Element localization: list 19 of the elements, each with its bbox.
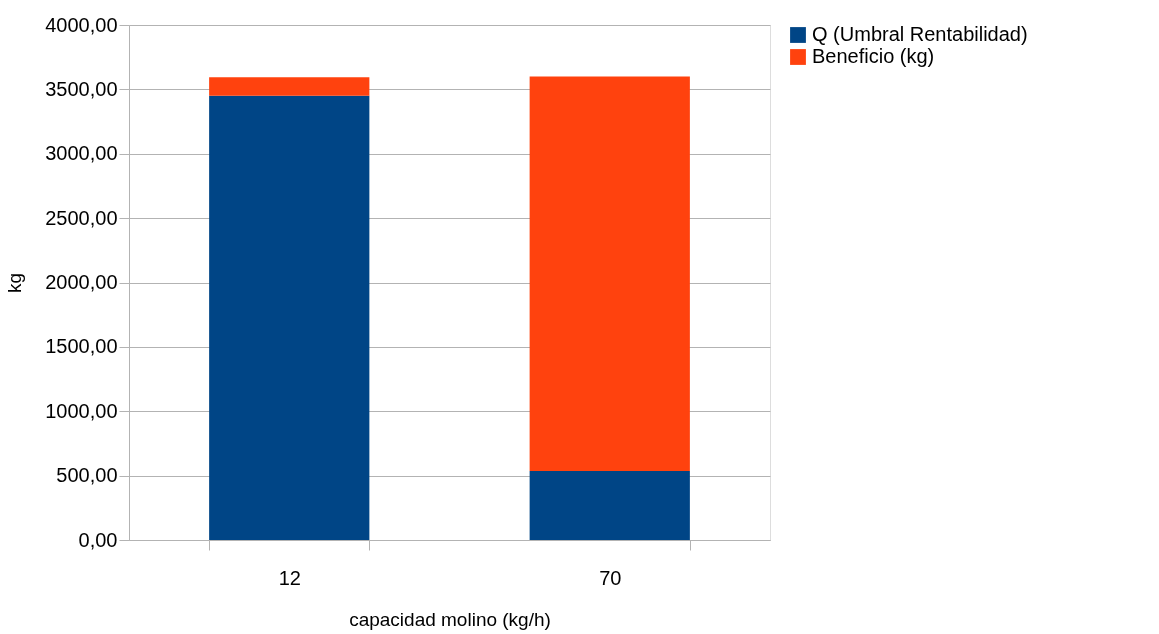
y-tick-label: 0,00 [78,528,118,551]
y-axis-title: kg [4,272,26,294]
bar [529,471,690,540]
bar [209,77,370,96]
legend-label: Q (Umbral Rentabilidad) [812,23,1028,45]
y-tick-label: 3000,00 [45,142,118,165]
y-tick-label: 2500,00 [45,206,118,229]
y-tick-label: 4000,00 [45,13,118,36]
y-tick-label: 3500,00 [45,77,118,100]
y-tick-label: 1500,00 [45,335,118,358]
y-tick-label: 500,00 [56,464,118,487]
bar [209,95,370,540]
legend-label: Beneficio (kg) [812,45,935,67]
x-axis-title: capacidad molino (kg/h) [349,608,551,630]
y-tick-label: 1000,00 [45,399,118,422]
x-tick-label: 12 [278,566,301,589]
bar [529,76,690,472]
x-tick-label: 70 [599,566,622,589]
y-tick-label: 2000,00 [45,271,118,293]
